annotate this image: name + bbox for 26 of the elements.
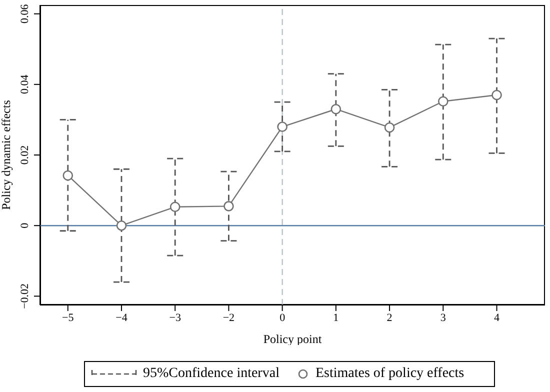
point bbox=[224, 201, 234, 212]
x-tick-label: 4 bbox=[494, 312, 500, 324]
y-axis-title: Policy dynamic effects bbox=[0, 100, 13, 210]
x-tick-label: 0 bbox=[280, 312, 286, 324]
y-tick-label: −0.02 bbox=[19, 283, 31, 309]
point bbox=[330, 104, 342, 114]
legend-label: Estimates of policy effects bbox=[315, 366, 464, 382]
x-tick-label: 3 bbox=[440, 312, 446, 324]
point bbox=[438, 96, 448, 107]
x-tick-label: −3 bbox=[169, 312, 182, 324]
y-tick-label: 0.04 bbox=[19, 74, 31, 94]
x-tick-label: 2 bbox=[386, 312, 392, 324]
point bbox=[62, 170, 74, 181]
point bbox=[170, 202, 180, 212]
x-tick-label: 1 bbox=[333, 312, 339, 324]
point bbox=[492, 90, 502, 100]
x-tick-label: −5 bbox=[62, 312, 74, 324]
y-tick-label: 0.02 bbox=[19, 145, 31, 165]
point bbox=[116, 220, 127, 231]
y-tick-label: 0.06 bbox=[19, 4, 31, 24]
x-tick-label: −4 bbox=[116, 312, 128, 324]
point bbox=[384, 122, 395, 133]
text: 95%Confidence interval bbox=[143, 366, 280, 382]
y-tick-label: 0 bbox=[19, 222, 31, 228]
x-tick-label: −2 bbox=[222, 312, 235, 324]
point bbox=[277, 122, 288, 132]
